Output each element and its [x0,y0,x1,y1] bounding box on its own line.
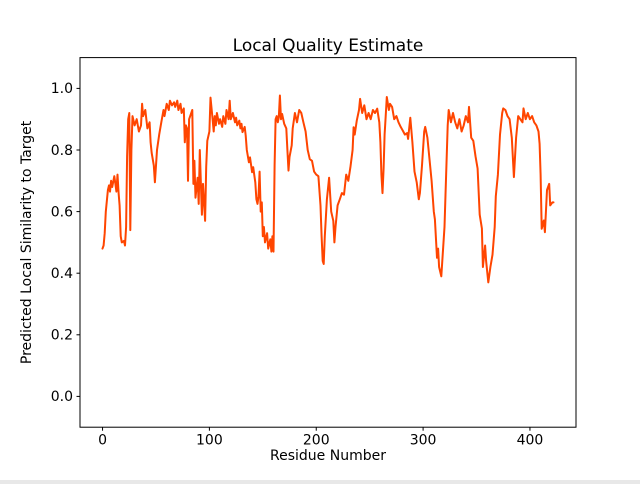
y-tick-label: 0.8 [51,143,73,159]
quality-line [101,94,555,284]
x-axis-label: Residue Number [270,448,386,464]
x-tick-label: 200 [303,433,330,449]
y-tick-label: 0.4 [51,266,73,282]
chart-title: Local Quality Estimate [233,36,424,56]
y-axis-label: Predicted Local Similarity to Target [19,120,35,364]
quality-line-group [101,94,555,284]
y-tick-label: 0.2 [51,328,73,344]
y-tick-label: 0.0 [51,389,73,405]
x-axis-ticks: 0 100 200 300 400 [98,427,543,449]
x-tick-label: 100 [196,433,223,449]
y-axis-ticks: 0.0 0.2 0.4 0.6 0.8 1.0 [51,81,80,405]
y-tick-label: 0.6 [51,204,73,220]
plot-border [79,57,577,428]
x-tick-label: 0 [98,433,107,449]
y-tick-label: 1.0 [51,81,73,97]
x-tick-label: 300 [410,433,437,449]
x-tick-label: 400 [517,433,544,449]
